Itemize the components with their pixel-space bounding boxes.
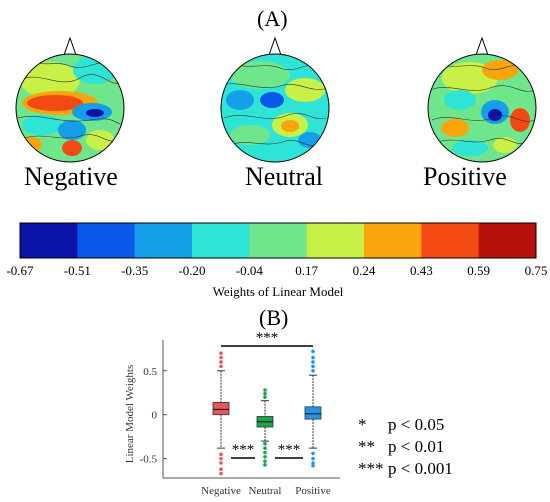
panel-a-label: (A) bbox=[257, 6, 288, 31]
outlier-point bbox=[263, 455, 267, 459]
outlier-point bbox=[311, 461, 315, 465]
sig-legend-row: *** p < 0.001 bbox=[358, 459, 453, 479]
colorbar-swatch bbox=[20, 223, 78, 258]
outlier-point bbox=[219, 452, 223, 457]
outlier-point bbox=[219, 467, 223, 472]
outlier-point bbox=[311, 364, 315, 369]
sig-stars: * bbox=[358, 415, 367, 434]
colorbar-swatch bbox=[192, 223, 250, 258]
colorbar-tick-label: 0.43 bbox=[410, 263, 433, 278]
y-tick-label: 0.5 bbox=[143, 366, 157, 378]
nose-icon bbox=[475, 36, 489, 56]
outlier-point bbox=[219, 456, 223, 461]
y-axis-label: Linear Model Weights bbox=[124, 365, 136, 464]
colorbar-tick-label: -0.67 bbox=[6, 263, 34, 278]
colorbar-swatch bbox=[306, 223, 365, 258]
colorbar-tick-label: -0.20 bbox=[178, 263, 205, 278]
sig-text: p < 0.001 bbox=[388, 459, 453, 478]
outlier-point bbox=[219, 355, 223, 360]
x-tick-label: Positive bbox=[295, 485, 331, 497]
x-tick-label: Negative bbox=[201, 485, 241, 497]
outlier-point bbox=[311, 451, 315, 456]
significance-label: *** bbox=[278, 442, 301, 458]
significance-label: *** bbox=[256, 330, 279, 346]
outlier-point bbox=[311, 456, 315, 461]
colorbar-tick-label: 0.75 bbox=[525, 263, 548, 278]
nose-icon bbox=[268, 36, 282, 56]
sig-stars: *** bbox=[358, 459, 384, 478]
colorbar-tick-label: -0.35 bbox=[121, 263, 148, 278]
outlier-point bbox=[311, 355, 315, 360]
outlier-point bbox=[263, 463, 267, 467]
colorbar-swatch bbox=[478, 223, 537, 258]
colorbar-swatch bbox=[421, 223, 480, 258]
sig-legend-row: * p < 0.05 bbox=[358, 415, 444, 435]
colorbar-swatch bbox=[364, 223, 422, 258]
outlier-point bbox=[219, 364, 223, 369]
colorbar-swatch bbox=[134, 223, 193, 258]
outlier-point bbox=[311, 360, 315, 364]
y-tick-label: 0 bbox=[152, 410, 158, 422]
topomap-neutral bbox=[220, 36, 330, 163]
colorbar-tick-label: 0.59 bbox=[467, 263, 490, 278]
outlier-point bbox=[219, 351, 223, 355]
sig-text: p < 0.05 bbox=[388, 415, 445, 434]
outlier-point bbox=[263, 446, 267, 450]
outlier-point bbox=[219, 461, 223, 465]
topomap-positive bbox=[427, 36, 537, 163]
outlier-point bbox=[311, 463, 315, 468]
outlier-point bbox=[311, 349, 315, 354]
condition-label-negative: Negative bbox=[24, 162, 118, 191]
significance-label: *** bbox=[232, 442, 255, 458]
nose-icon bbox=[63, 36, 77, 56]
box-positive bbox=[304, 406, 322, 420]
colorbar-swatch bbox=[77, 223, 136, 258]
sig-text: p < 0.01 bbox=[388, 437, 445, 456]
condition-label-neutral: Neutral bbox=[245, 162, 323, 191]
y-tick-label: -0.5 bbox=[140, 454, 158, 466]
topomap-negative bbox=[15, 36, 125, 163]
sig-legend-row: ** p < 0.01 bbox=[358, 437, 444, 457]
outlier-point bbox=[263, 391, 267, 396]
colorbar-frame bbox=[19, 222, 537, 259]
outlier-point bbox=[263, 459, 267, 464]
colorbar-tick-label: -0.51 bbox=[64, 263, 91, 278]
outlier-point bbox=[219, 360, 223, 364]
outlier-point bbox=[263, 395, 267, 399]
x-tick-label: Neutral bbox=[249, 485, 282, 497]
box-negative bbox=[212, 402, 230, 416]
outlier-point bbox=[263, 388, 267, 392]
outlier-point bbox=[311, 368, 315, 373]
panel-b-label: (B) bbox=[259, 305, 289, 330]
colorbar-title: Weights of Linear Model bbox=[213, 284, 344, 299]
condition-label-positive: Positive bbox=[423, 162, 507, 191]
colorbar-tick-label: -0.04 bbox=[236, 263, 264, 278]
colorbar-swatch bbox=[249, 223, 308, 258]
outlier-point bbox=[263, 450, 267, 455]
colorbar-tick-label: 0.24 bbox=[353, 263, 376, 278]
outlier-point bbox=[219, 471, 223, 476]
colorbar-tick-label: 0.17 bbox=[295, 263, 318, 278]
outlier-point bbox=[263, 441, 267, 446]
sig-stars: ** bbox=[358, 437, 375, 456]
